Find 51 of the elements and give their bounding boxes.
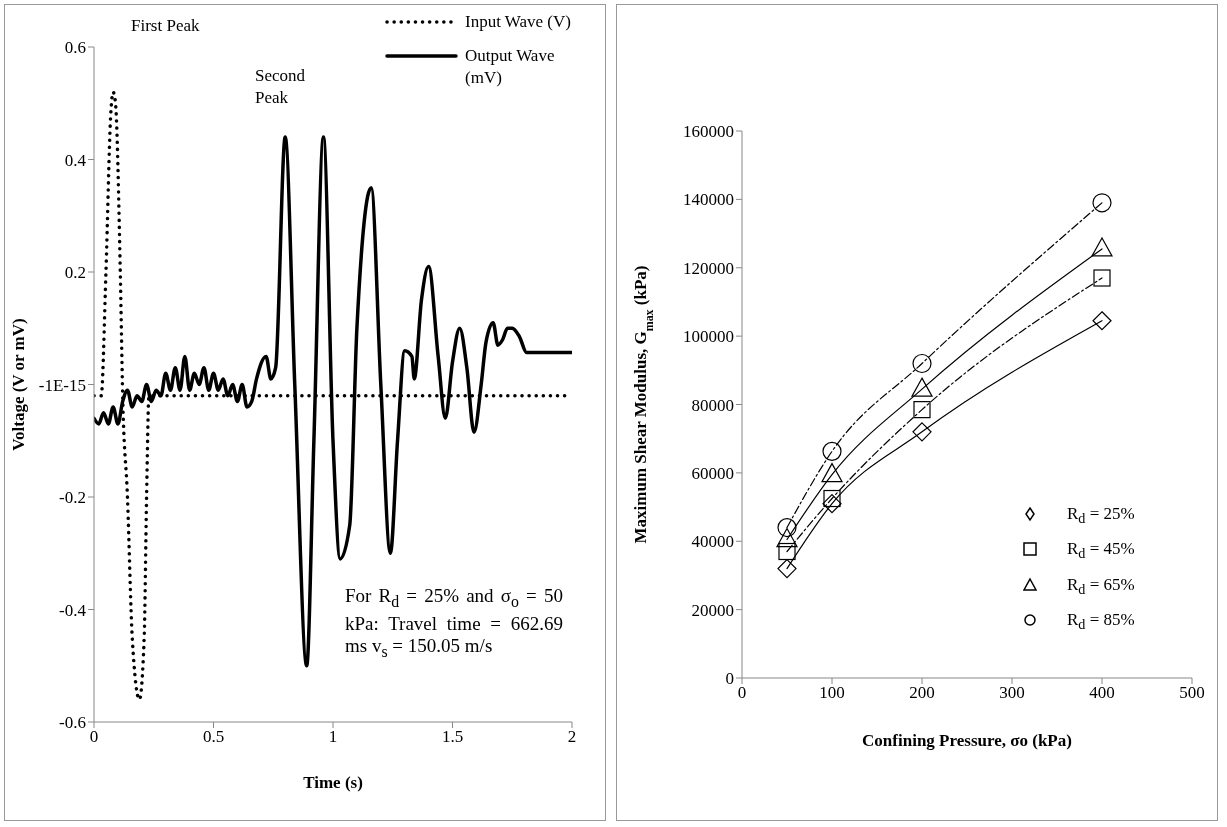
point xyxy=(1092,311,1112,331)
x-tick-label: 0.5 xyxy=(202,727,225,747)
y-tick-label: -0.4 xyxy=(59,600,87,620)
legend-label: Input Wave (V) xyxy=(465,11,572,33)
x-tick-label: 400 xyxy=(1089,683,1115,703)
y-tick-label: 0.6 xyxy=(64,38,86,58)
y-tick-label: 160000 xyxy=(683,122,734,142)
x-tick-label: 0 xyxy=(737,683,747,703)
y-tick-label: 20000 xyxy=(691,600,734,620)
x-tick-label: 300 xyxy=(999,683,1025,703)
y-tick-label: 100000 xyxy=(683,327,734,347)
point xyxy=(1091,237,1113,257)
x-axis-title: Time (s) xyxy=(303,773,363,792)
legend-label: R$_{d}$ = 25% xyxy=(1067,503,1135,529)
point xyxy=(913,401,931,419)
point xyxy=(1093,269,1111,287)
point xyxy=(1092,193,1112,213)
x-tick-label: 200 xyxy=(909,683,935,703)
point xyxy=(778,542,796,561)
legend-label: R$_{d}$ = 65% xyxy=(1067,573,1135,600)
y-tick-label: 80000 xyxy=(691,395,734,415)
point xyxy=(777,559,797,579)
y-tick-label: 120000 xyxy=(683,258,734,278)
y-tick-label: 0.4 xyxy=(64,150,87,170)
x-tick-label: 2 xyxy=(567,727,577,747)
y-tick-label: 140000 xyxy=(683,190,734,210)
legend-label: R$_{d}$ = 85% xyxy=(1067,609,1135,635)
x-tick-label: 100 xyxy=(819,683,845,703)
text: For R$_{d}$ = 25% and σ$_{o}$ = 50 kPa: Travel time = 662.69 ms v$_{s}$ = 150.05 m/s xyxy=(345,585,563,660)
y-tick-label: 0 xyxy=(725,669,734,689)
point xyxy=(912,422,932,442)
point xyxy=(912,353,932,374)
text: First Peak xyxy=(131,15,201,37)
legend-label: R$_{d}$ = 45% xyxy=(1067,538,1135,564)
y-tick-label: 40000 xyxy=(691,532,734,552)
x-tick-label: 1 xyxy=(328,727,338,747)
point xyxy=(822,494,842,514)
x-axis-title: Confining Pressure, σo (kPa) xyxy=(862,731,1072,750)
point xyxy=(777,517,797,538)
y-tick-label: -1E-15 xyxy=(38,375,86,395)
legend-label: Output Wave (mV) xyxy=(465,45,556,89)
point xyxy=(822,441,842,461)
point xyxy=(823,489,841,508)
x-tick-label: 500 xyxy=(1179,683,1205,703)
x-tick-label: 1.5 xyxy=(441,727,464,747)
y-tick-label: -0.2 xyxy=(59,488,86,508)
y-tick-label: 0.2 xyxy=(64,263,86,283)
y-tick-label: 60000 xyxy=(691,463,734,483)
y-axis-title: Voltage (V or mV) xyxy=(9,318,28,451)
annotation: Second Peak xyxy=(255,65,307,109)
y-tick-label: -0.6 xyxy=(59,713,86,733)
